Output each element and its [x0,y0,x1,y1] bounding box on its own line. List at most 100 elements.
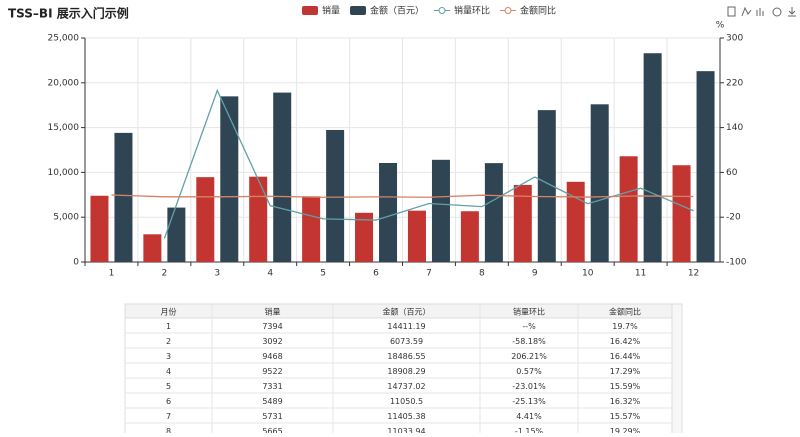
legend: 销量 金额（百元） 销量环比 金额同比 [302,5,556,17]
table-cell: 15.57% [610,412,641,421]
table-cell: -23.01% [512,382,546,391]
y-tick-label: 10,000 [48,168,80,178]
table-cell: 5 [166,382,171,391]
table-header: 销量 [265,307,281,317]
table-cell: 0.57% [516,367,542,376]
toolbox[interactable] [727,6,796,17]
table-header: 销量环比 [513,307,545,317]
title: TSS–BI 展示入门示例 [8,6,129,21]
y2-label: % [716,21,725,31]
y-tick-label: 5,000 [53,213,79,223]
table-cell: 4 [166,367,171,376]
line [163,88,694,239]
bar [114,132,133,262]
legend-label: 金额同比 [520,5,556,17]
bar [643,53,662,263]
bar [196,177,215,262]
x-tick-label: 4 [267,269,273,279]
table-cell: 14737.02 [387,382,425,391]
y2-tick-label: 300 [726,34,743,44]
table-cell: 18486.55 [387,352,425,361]
bar [590,104,609,262]
x-tick-label: 6 [373,269,379,279]
table-cell: -58.18% [512,337,546,346]
save-icon[interactable] [788,7,796,17]
x-tick-label: 1 [109,269,115,279]
legend-swatch [350,6,367,15]
bar [143,234,162,262]
x-tick-label: 2 [162,269,168,279]
bar [326,129,345,262]
table-cell: 3 [166,352,171,361]
y2-tick-label: -100 [726,258,747,268]
line-icon[interactable] [741,6,752,17]
table-cell: 16.32% [610,397,641,406]
bar [407,210,426,262]
table-cell: 14411.19 [387,322,425,331]
table-cell: 7 [166,412,171,421]
y2-tick-label: -20 [726,213,741,223]
bar [672,165,691,262]
bar [566,181,585,262]
table-cell: 11405.38 [387,412,425,421]
x-tick-label: 12 [688,269,699,279]
table-cell: --% [522,322,536,331]
table-cell: 17.29% [610,367,641,376]
bar [355,212,374,262]
table-cell: 19.7% [612,322,638,331]
x-tick-label: 9 [532,269,538,279]
bar [460,211,479,262]
x-tick-label: 8 [479,269,485,279]
bar [379,162,398,262]
data-view-icon[interactable] [727,6,736,17]
bar [249,176,268,262]
bar [619,156,638,262]
table-cell: 6073.59 [390,337,423,346]
table-cell: 5731 [262,412,282,421]
table-cell: 2 [166,337,171,346]
table-cell: 5665 [262,427,282,433]
x-tick-label: 10 [582,269,594,279]
legend-label: 销量 [322,5,340,17]
bar [513,184,532,262]
y-tick-label: 15,000 [48,123,80,133]
y-tick-label: 0 [73,258,79,268]
line [111,194,694,198]
table-cell: 9468 [262,352,282,361]
table-cell: 206.21% [511,352,547,361]
table-cell: 16.44% [610,352,641,361]
table-cell: 8 [166,427,171,433]
restore-icon[interactable] [772,7,782,17]
table-cell: 3092 [262,337,282,346]
table-cell: 4.41% [516,412,542,421]
table-header: 金额同比 [609,307,641,317]
table-cell: 6 [166,397,171,406]
bar [90,195,109,262]
bar [484,163,503,262]
bar [220,96,239,263]
legend-marker [438,7,446,14]
table-cell: 9522 [262,367,282,376]
table-header: 月份 [161,307,177,317]
x-tick-label: 3 [214,269,220,279]
table-cell: -1.15% [515,427,544,433]
bar [431,159,450,262]
table-cell: 11033.94 [387,427,425,433]
legend-label: 销量环比 [454,5,490,17]
table-cell: 5489 [262,397,282,406]
table-cell: 16.42% [610,337,641,346]
table: 月份 销量 金额（百元） 销量环比 金额同比 1 7394 14411.19 --% 19.7% 2… [124,303,683,437]
x-tick-label: 7 [426,269,432,279]
scrollbar[interactable] [671,303,683,437]
table-cell: 11050.5 [390,397,423,406]
bar-icon[interactable] [756,8,764,16]
table-cell: 1 [166,322,171,331]
legend-swatch [302,6,318,15]
table-cell: 7331 [262,382,282,391]
y2-tick-label: 140 [726,123,743,133]
bar [696,71,715,262]
table-cell: 7394 [262,322,282,331]
table-cell: -25.13% [512,397,546,406]
